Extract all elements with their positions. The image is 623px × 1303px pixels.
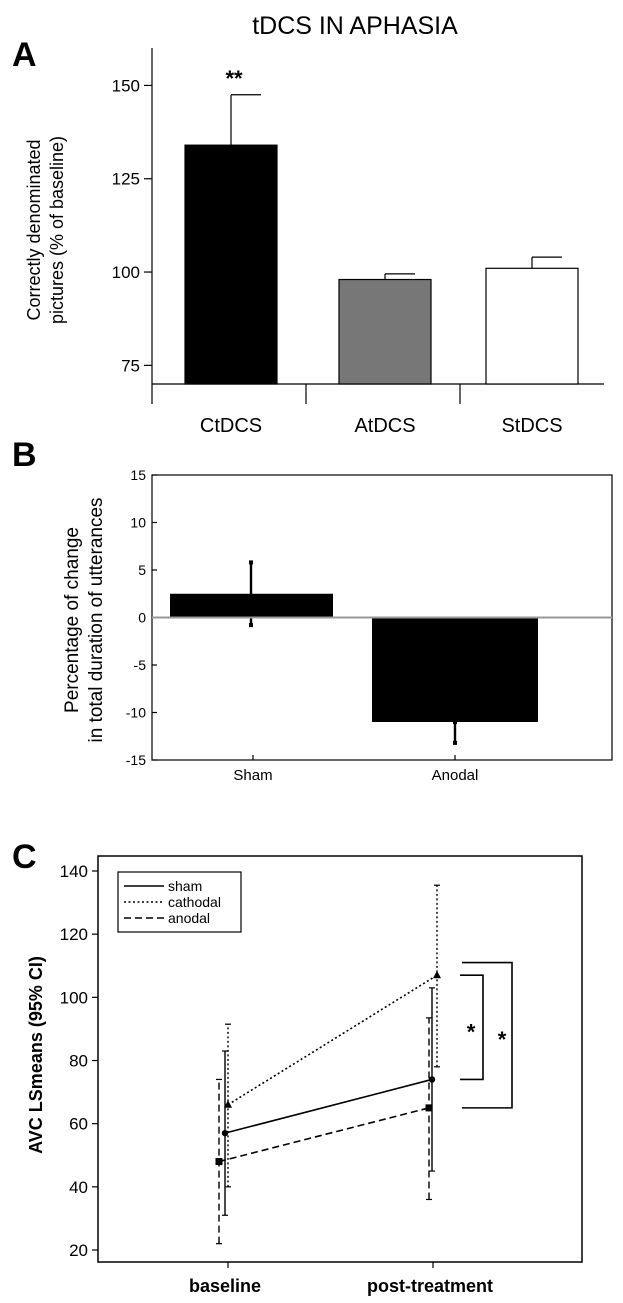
y-tick-label: 100 [112, 263, 140, 282]
panel-letter-b: B [12, 436, 37, 474]
series-sham-line [224, 1078, 433, 1134]
panel-letter-a: A [12, 36, 37, 74]
y-tick-label: 75 [121, 356, 140, 375]
x-tick-label: AtDCS [354, 415, 415, 437]
y-tick-label: 0 [138, 610, 146, 626]
significance-label: * [498, 1027, 507, 1052]
y-tick-label: -5 [134, 657, 147, 673]
significance-bracket [462, 961, 513, 1109]
y-axis-label: pictures (% of baseline) [47, 136, 67, 324]
significance-annotation: ** [225, 66, 243, 91]
y-axis-label: Percentage of change [62, 527, 83, 713]
x-tick-label: Anodal [432, 767, 479, 784]
significance-label: * [467, 1019, 476, 1044]
plot-frame [97, 855, 583, 1263]
error-cap-Anodal [453, 740, 457, 745]
legend-label-cathodal: cathodal [168, 894, 221, 910]
y-tick-label: 20 [69, 1241, 88, 1260]
bar-StDCS [485, 267, 579, 385]
x-tick-label: CtDCS [200, 415, 262, 437]
bar-Anodal [372, 617, 538, 722]
y-tick-label: 120 [60, 925, 88, 944]
y-tick-label: 80 [69, 1052, 88, 1071]
series-sham-point [428, 1076, 436, 1083]
series-cathodal-point [433, 970, 441, 979]
y-tick-label: 100 [60, 988, 88, 1007]
y-tick-label: 10 [130, 515, 146, 531]
panel-a: 75 100 125 150 Correctly denominated pictures… [24, 48, 604, 437]
y-tick-label: 40 [69, 1178, 88, 1197]
error-cap-Sham [249, 560, 253, 565]
x-tick-label: Sham [233, 767, 272, 784]
y-tick-label: 150 [112, 76, 140, 95]
series-anodal-point [215, 1158, 223, 1166]
y-tick-label: -15 [126, 752, 146, 768]
y-tick-label: 125 [112, 170, 140, 189]
error-cap-Anodal [453, 720, 457, 724]
y-tick-label: -10 [126, 705, 146, 721]
legend-label-sham: sham [168, 878, 202, 894]
figure-title: tDCS IN APHASIA [252, 12, 458, 40]
panel-letter-c: C [12, 838, 37, 876]
y-tick-label: 60 [69, 1115, 88, 1134]
y-tick-label: 5 [138, 562, 146, 578]
series-sham-point [221, 1129, 229, 1137]
x-tick-label: StDCS [501, 415, 562, 437]
y-axis-label: AVC LSmeans (95% CI) [26, 956, 46, 1154]
series-anodal-point [425, 1104, 433, 1112]
series-cathodal-line [227, 974, 438, 1106]
legend-label-anodal: anodal [168, 910, 210, 926]
significance-bracket [460, 974, 484, 1081]
bar-CtDCS [184, 144, 278, 385]
bar-AtDCS [338, 278, 432, 385]
series-cathodal-point [224, 1100, 232, 1108]
x-tick-label: post-treatment [367, 1276, 493, 1296]
y-axis-label: Correctly denominated [24, 139, 44, 320]
error-cap-Sham [249, 623, 253, 628]
y-tick-label: 140 [60, 862, 88, 881]
y-axis-label: in total duration of utterances [86, 497, 107, 742]
series-anodal-line [218, 1107, 430, 1163]
y-tick-label: 15 [130, 467, 146, 483]
x-tick-label: baseline [189, 1276, 261, 1296]
panel-c: 20 40 60 80 100 120 140 AVC LSmeans (95% CI) bas… [26, 855, 583, 1296]
panel-b: -15 -10 -5 0 5 10 15 Percentage of change in tot… [62, 467, 613, 784]
